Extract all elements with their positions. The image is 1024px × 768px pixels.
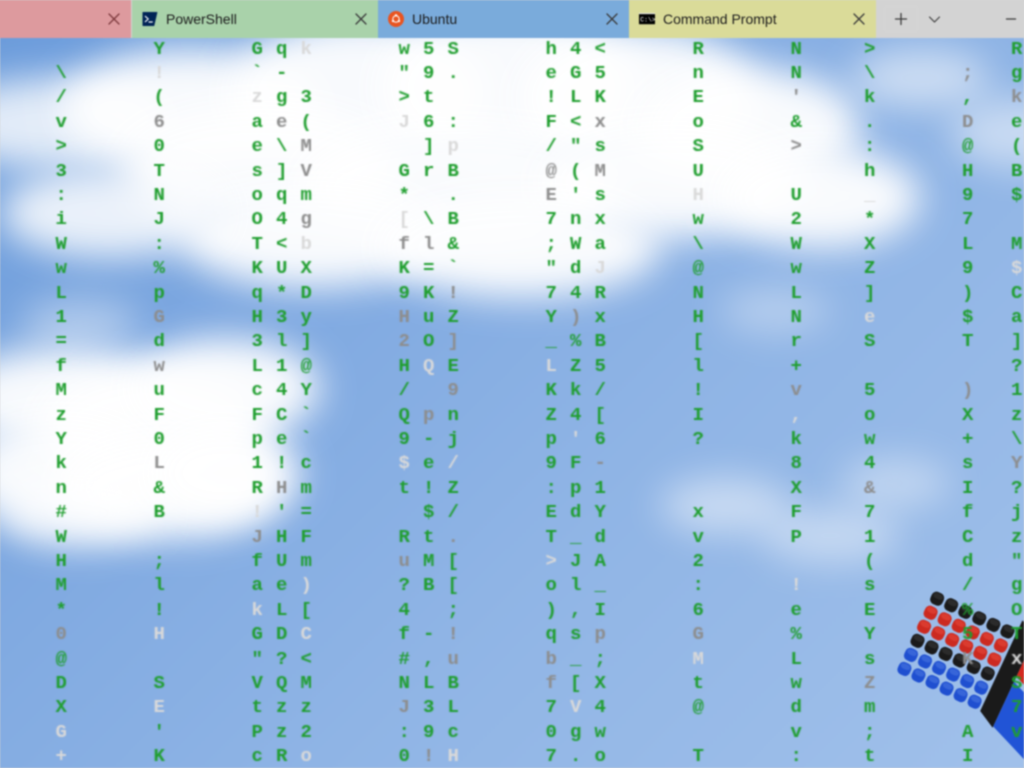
svg-text:C:\>: C:\> — [640, 16, 655, 23]
